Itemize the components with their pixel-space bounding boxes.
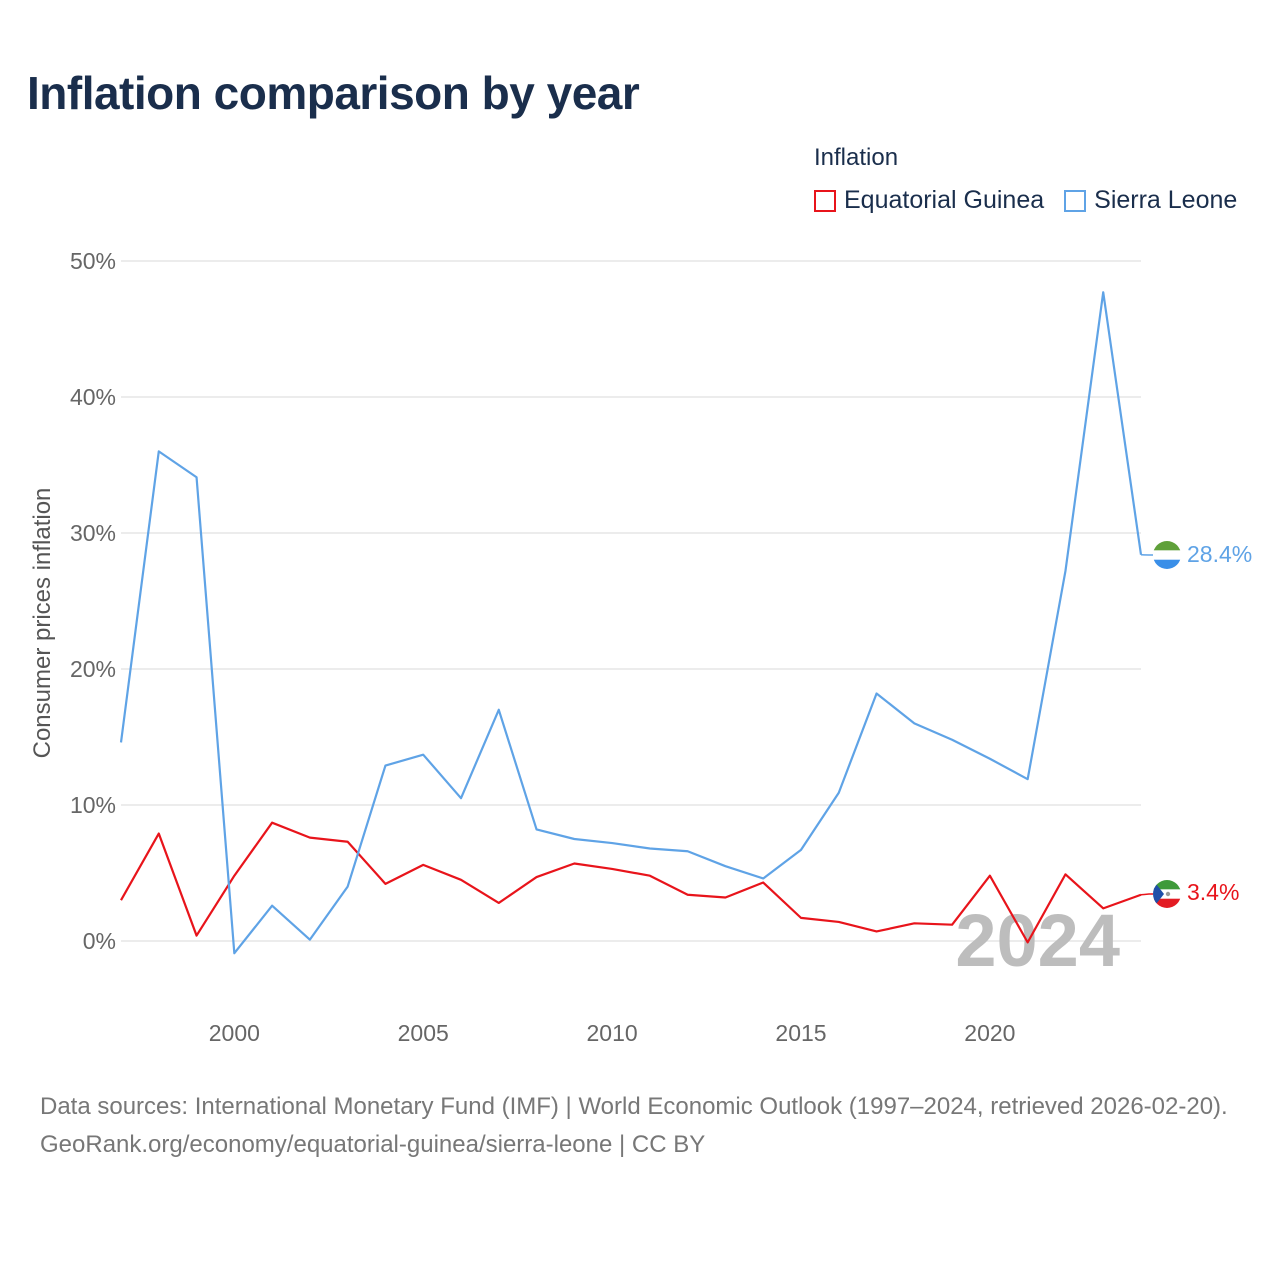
series-line-sierra-leone[interactable] — [119, 291, 1143, 955]
legend-swatch-sierra-leone — [1064, 189, 1087, 212]
legend-title: Inflation — [814, 144, 899, 171]
x-tick-label: 2020 — [964, 1020, 1015, 1046]
legend: Equatorial Guinea Sierra Leone — [814, 186, 1257, 215]
legend-label-equatorial-guinea: Equatorial Guinea — [844, 186, 1045, 214]
series-line-equatorial-guinea[interactable] — [120, 821, 1142, 944]
y-tick-label: 30% — [70, 520, 116, 546]
legend-label-sierra-leone: Sierra Leone — [1094, 186, 1238, 214]
legend-swatch-equatorial-guinea — [814, 189, 836, 212]
end-label-sierra-leone: 28.4% — [1187, 541, 1252, 567]
credit-link[interactable]: GeoRank.org/economy/equatorial-guinea/si… — [40, 1131, 706, 1158]
axis-ticks: 0% 10% 20% 30% 40% 50% 2000 2005 2010 2015 2020 — [70, 248, 1016, 1046]
x-tick-label: 2000 — [209, 1020, 260, 1046]
y-tick-label: 50% — [70, 248, 116, 274]
grid-lines — [121, 260, 1141, 942]
chart-title: Inflation comparison by year — [27, 67, 640, 119]
end-connector-equatorial-guinea — [1140, 893, 1153, 896]
year-watermark: 2024 — [955, 899, 1120, 982]
y-tick-label: 40% — [70, 384, 116, 410]
series-lines — [119, 291, 1153, 955]
end-label-equatorial-guinea: 3.4% — [1187, 879, 1239, 905]
y-axis-label: Consumer prices inflation — [29, 488, 56, 759]
y-tick-label: 10% — [70, 792, 116, 818]
y-tick-label: 20% — [70, 656, 116, 682]
x-tick-label: 2005 — [398, 1020, 449, 1046]
footer: Data sources: International Monetary Fun… — [40, 1088, 1250, 1164]
data-sources-text: Data sources: International Monetary Fun… — [40, 1093, 1228, 1120]
x-tick-label: 2010 — [587, 1020, 638, 1046]
flag-equatorial-guinea-icon — [1153, 880, 1181, 908]
y-tick-label: 0% — [83, 928, 116, 954]
legend-item-sierra-leone[interactable]: Sierra Leone — [1064, 186, 1237, 215]
legend-item-equatorial-guinea[interactable]: Equatorial Guinea — [814, 186, 1044, 215]
x-tick-label: 2015 — [775, 1020, 826, 1046]
flag-sierra-leone-icon — [1153, 541, 1181, 569]
